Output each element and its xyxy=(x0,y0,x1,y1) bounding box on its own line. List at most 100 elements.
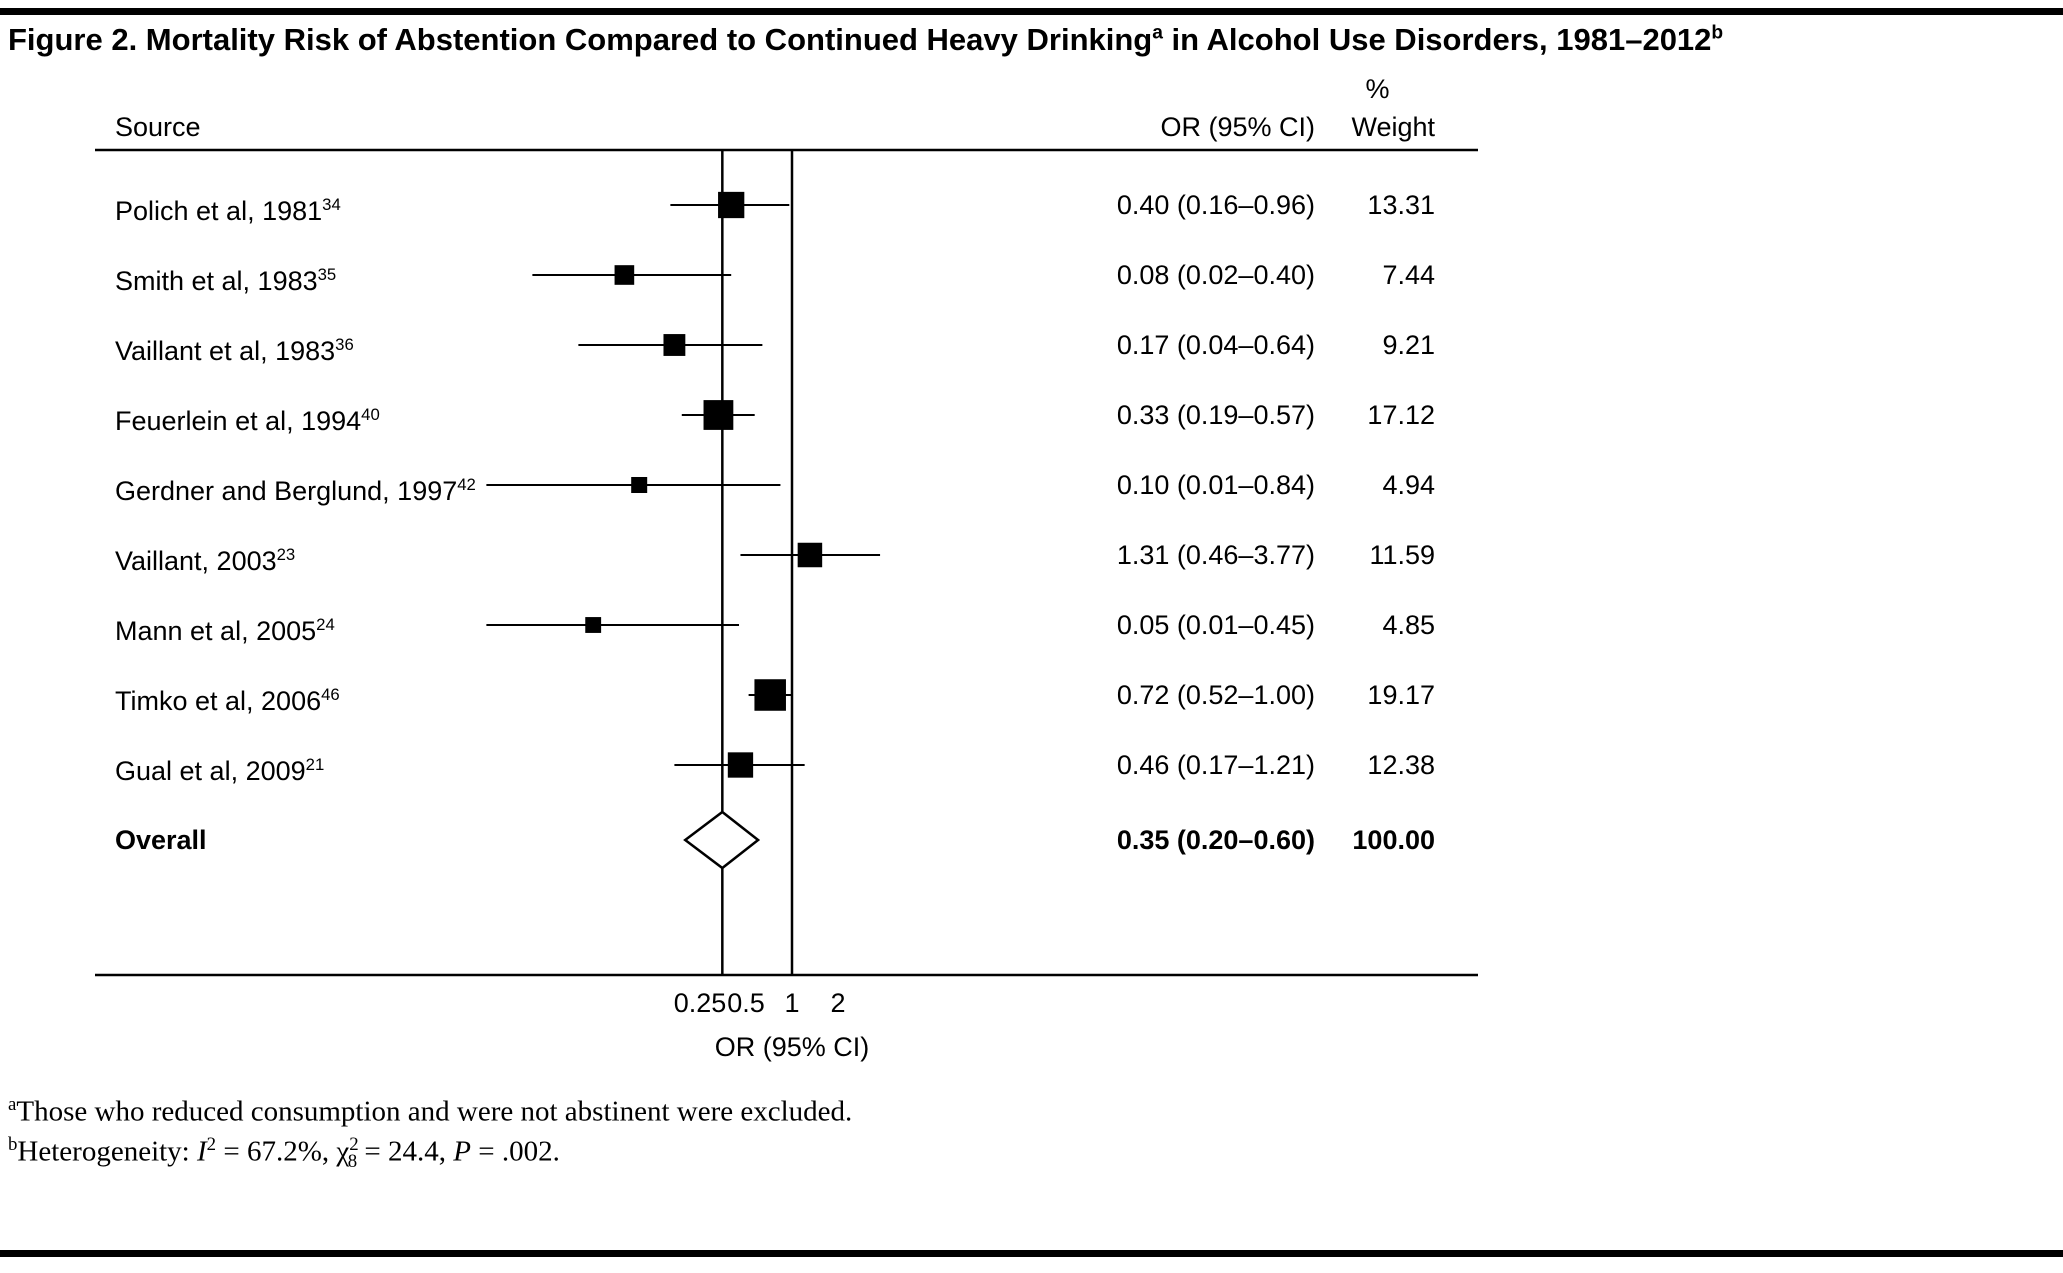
x-axis-title: OR (95% CI) xyxy=(714,1032,870,1062)
footnote-b-chi-exponent: 2 xyxy=(349,1134,359,1155)
footnote-b-text-2: = 67.2%, χ xyxy=(216,1135,350,1168)
study-source-label: Gerdner and Berglund, 199742 xyxy=(115,468,476,508)
column-header-percent: % xyxy=(1365,74,1390,104)
study-source-text: Gual et al, 2009 xyxy=(115,756,306,786)
footnote-b-text-1: Heterogeneity: xyxy=(17,1135,197,1168)
study-source-label: Timko et al, 200646 xyxy=(115,678,340,718)
column-header-or-ci: OR (95% CI) xyxy=(1160,112,1315,142)
effect-square xyxy=(631,476,648,494)
effect-square xyxy=(718,191,745,219)
study-row: Gual et al, 200921 0.46 (0.17–1.21) 12.38 xyxy=(0,748,2063,786)
study-weight-value: 4.94 xyxy=(1382,470,1435,500)
study-source-label: Feuerlein et al, 199440 xyxy=(115,398,380,438)
study-source-text: Polich et al, 1981 xyxy=(115,196,323,226)
effect-square xyxy=(754,679,786,711)
study-citation-ref: 35 xyxy=(317,265,337,284)
effect-square xyxy=(727,752,754,778)
effect-square xyxy=(703,400,734,430)
study-source-label: Vaillant, 200323 xyxy=(115,538,295,578)
study-weight-value: 9.21 xyxy=(1382,330,1435,360)
study-source-text: Smith et al, 1983 xyxy=(115,266,318,296)
study-source-text: Vaillant, 2003 xyxy=(115,546,277,576)
study-or-value: 0.46 (0.17–1.21) xyxy=(1116,750,1315,780)
study-or-value: 0.17 (0.04–0.64) xyxy=(1116,330,1315,360)
study-weight-value: 13.31 xyxy=(1367,190,1435,220)
study-source-label: Mann et al, 200524 xyxy=(115,608,335,648)
footnote-b-text-3: = 24.4, xyxy=(357,1135,454,1168)
footnote-a-marker: a xyxy=(8,1094,17,1115)
footnote-b-text-4: = .002. xyxy=(470,1135,560,1168)
study-or-value: 0.08 (0.02–0.40) xyxy=(1116,260,1315,290)
study-weight-value: 19.17 xyxy=(1367,680,1435,710)
study-row: Vaillant et al, 198336 0.17 (0.04–0.64) 9.… xyxy=(0,328,2063,366)
study-source-text: Gerdner and Berglund, 1997 xyxy=(115,476,458,506)
footnote-b-chi-df: 8 xyxy=(347,1151,358,1173)
study-weight-value: 12.38 xyxy=(1367,750,1435,780)
column-header-source: Source xyxy=(115,112,201,142)
overall-diamond xyxy=(683,810,761,870)
study-row: Vaillant, 200323 1.31 (0.46–3.77) 11.59 xyxy=(0,538,2063,576)
study-row: Mann et al, 200524 0.05 (0.01–0.45) 4.85 xyxy=(0,608,2063,646)
x-axis-tick-label: 2 xyxy=(830,988,846,1018)
footnote-b-p-symbol: P xyxy=(453,1135,471,1168)
study-source-text: Timko et al, 2006 xyxy=(115,686,322,716)
x-axis-tick-label: 1 xyxy=(784,988,800,1018)
figure-title: Figure 2. Mortality Risk of Abstention C… xyxy=(8,22,1723,58)
footnote-b: bHeterogeneity: I2 = 67.2%, χ28 = 24.4, … xyxy=(8,1134,560,1173)
study-or-value: 0.10 (0.01–0.84) xyxy=(1116,470,1315,500)
study-citation-ref: 42 xyxy=(457,475,476,494)
footnote-b-i-symbol: I xyxy=(197,1135,207,1168)
footnote-b-i-exponent: 2 xyxy=(206,1134,217,1155)
study-weight-value: 4.85 xyxy=(1382,610,1435,640)
study-or-value: 0.72 (0.52–1.00) xyxy=(1116,680,1315,710)
study-or-value: 0.05 (0.01–0.45) xyxy=(1116,610,1315,640)
title-footnote-marker-b: b xyxy=(1711,22,1724,44)
footnote-b-marker: b xyxy=(8,1134,18,1155)
study-row: Feuerlein et al, 199440 0.33 (0.19–0.57) 1… xyxy=(0,398,2063,436)
study-row: Smith et al, 198335 0.08 (0.02–0.40) 7.44 xyxy=(0,258,2063,296)
effect-square xyxy=(663,334,686,356)
study-citation-ref: 23 xyxy=(276,545,296,564)
study-or-value: 0.33 (0.19–0.57) xyxy=(1116,400,1315,430)
figure-title-main: Figure 2. Mortality Risk of Abstention C… xyxy=(8,22,1153,57)
study-or-value: 0.40 (0.16–0.96) xyxy=(1116,190,1315,220)
top-rule xyxy=(0,8,2063,15)
overall-row: Overall 0.35 (0.20–0.60) 100.00 xyxy=(0,823,2063,857)
figure-title-rest: in Alcohol Use Disorders, 1981–2012 xyxy=(1162,22,1712,57)
study-source-text: Mann et al, 2005 xyxy=(115,616,317,646)
study-or-value: 1.31 (0.46–3.77) xyxy=(1116,540,1315,570)
study-row: Gerdner and Berglund, 199742 0.10 (0.01–0… xyxy=(0,468,2063,506)
effect-square xyxy=(614,265,635,285)
bottom-rule xyxy=(0,1250,2063,1257)
column-header-weight: Weight xyxy=(1351,112,1435,142)
study-weight-value: 17.12 xyxy=(1367,400,1435,430)
effect-square xyxy=(797,542,823,568)
effect-square xyxy=(585,617,602,633)
study-weight-value: 7.44 xyxy=(1382,260,1435,290)
study-row: Polich et al, 198134 0.40 (0.16–0.96) 13.3… xyxy=(0,188,2063,226)
study-citation-ref: 24 xyxy=(316,615,335,634)
study-weight-value: 11.59 xyxy=(1369,540,1435,570)
title-footnote-marker-a: a xyxy=(1152,22,1163,44)
study-source-text: Vaillant et al, 1983 xyxy=(115,336,336,366)
overall-or-value: 0.35 (0.20–0.60) xyxy=(1116,825,1315,855)
study-citation-ref: 21 xyxy=(305,755,325,774)
study-citation-ref: 40 xyxy=(361,405,380,424)
study-source-label: Gual et al, 200921 xyxy=(115,748,324,788)
study-source-label: Vaillant et al, 198336 xyxy=(115,328,354,368)
study-citation-ref: 36 xyxy=(335,335,354,354)
study-citation-ref: 46 xyxy=(321,685,340,704)
overall-label: Overall xyxy=(115,825,207,855)
study-citation-ref: 34 xyxy=(322,195,341,214)
overall-weight-value: 100.00 xyxy=(1352,825,1435,855)
study-source-text: Feuerlein et al, 1994 xyxy=(115,406,362,436)
study-source-label: Polich et al, 198134 xyxy=(115,188,341,228)
study-row: Timko et al, 200646 0.72 (0.52–1.00) 19.17 xyxy=(0,678,2063,716)
x-axis-tick-label: 0.5 xyxy=(727,988,765,1018)
footnote-a-text: Those who reduced consumption and were n… xyxy=(16,1095,853,1128)
footnote-a: aThose who reduced consumption and were … xyxy=(8,1094,852,1129)
study-source-label: Smith et al, 198335 xyxy=(115,258,336,298)
